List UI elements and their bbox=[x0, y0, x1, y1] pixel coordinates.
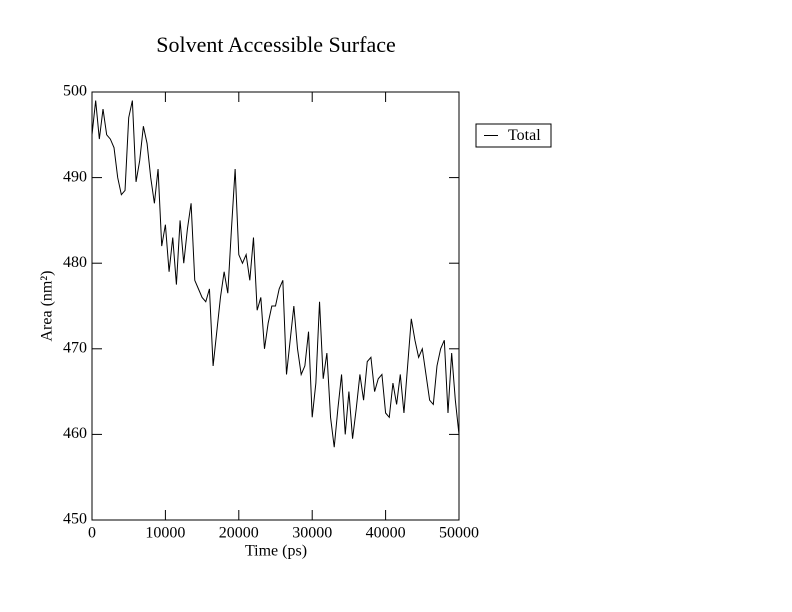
y-axis-label: Area (nm²) bbox=[39, 271, 56, 342]
x-tick-label: 0 bbox=[88, 525, 96, 542]
y-tick-label: 480 bbox=[63, 254, 87, 271]
plot-frame bbox=[91, 91, 460, 521]
legend-label: Total bbox=[508, 127, 541, 144]
y-tick-label: 500 bbox=[63, 83, 87, 100]
y-tick-label: 470 bbox=[63, 339, 87, 356]
x-tick-label: 50000 bbox=[439, 525, 479, 542]
data-line bbox=[91, 100, 460, 448]
y-tick-label: 460 bbox=[63, 425, 87, 442]
x-tick-label: 40000 bbox=[366, 525, 406, 542]
legend-box bbox=[475, 123, 552, 148]
y-tick-label: 450 bbox=[63, 511, 87, 528]
chart-title: Solvent Accessible Surface bbox=[156, 32, 396, 57]
x-tick-label: 20000 bbox=[219, 525, 259, 542]
y-tick-label: 490 bbox=[63, 168, 87, 185]
x-axis-label: Time (ps) bbox=[245, 543, 307, 560]
x-tick-label: 30000 bbox=[292, 525, 332, 542]
x-tick-label: 10000 bbox=[145, 525, 185, 542]
